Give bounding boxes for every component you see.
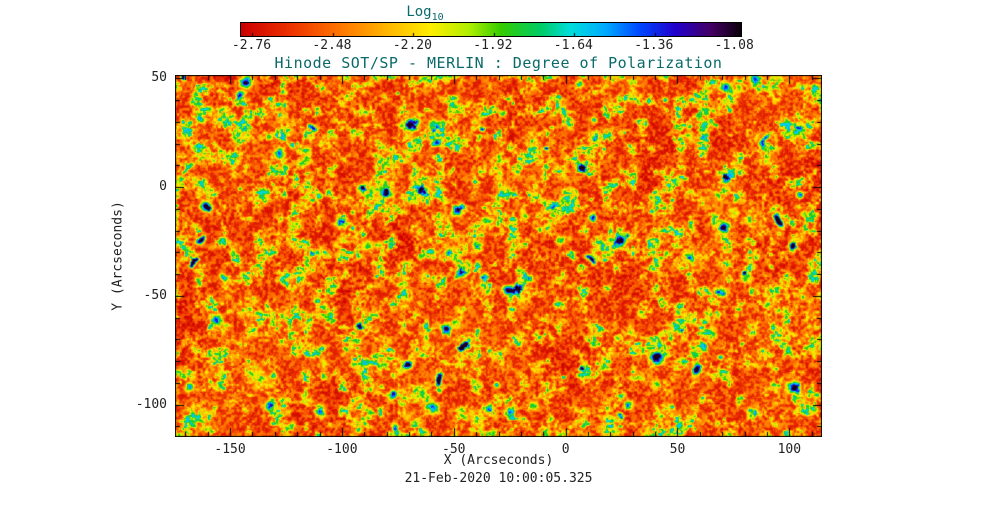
colorbar-tick-label: -2.20 bbox=[392, 38, 432, 53]
y-tick-label: 50 bbox=[151, 70, 167, 86]
colorbar-tick-label: -1.36 bbox=[634, 38, 674, 53]
y-axis-label: Y (Arcseconds) bbox=[110, 201, 126, 311]
x-axis-label: X (Arcseconds) bbox=[443, 453, 554, 468]
colorbar-tick-label: -1.64 bbox=[553, 38, 593, 53]
y-tick-label: 0 bbox=[159, 179, 167, 195]
colorbar-tick-label: -1.92 bbox=[473, 38, 513, 53]
chart-title: Hinode SOT/SP - MERLIN : Degree of Polar… bbox=[274, 54, 723, 72]
colorbar-title-subscript: 10 bbox=[431, 11, 444, 23]
polarization-heatmap bbox=[175, 75, 822, 437]
observation-timestamp: 21-Feb-2020 10:00:05.325 bbox=[404, 471, 593, 486]
y-tick-label: -100 bbox=[135, 396, 167, 412]
colorbar bbox=[240, 22, 742, 37]
colorbar-tick-label: -1.08 bbox=[714, 38, 754, 53]
colorbar-title-text: Log bbox=[406, 4, 432, 20]
colorbar-tick-label: -2.48 bbox=[312, 38, 352, 53]
colorbar-title: Log10 bbox=[240, 4, 610, 23]
colorbar-tick-label: -2.76 bbox=[231, 38, 272, 53]
